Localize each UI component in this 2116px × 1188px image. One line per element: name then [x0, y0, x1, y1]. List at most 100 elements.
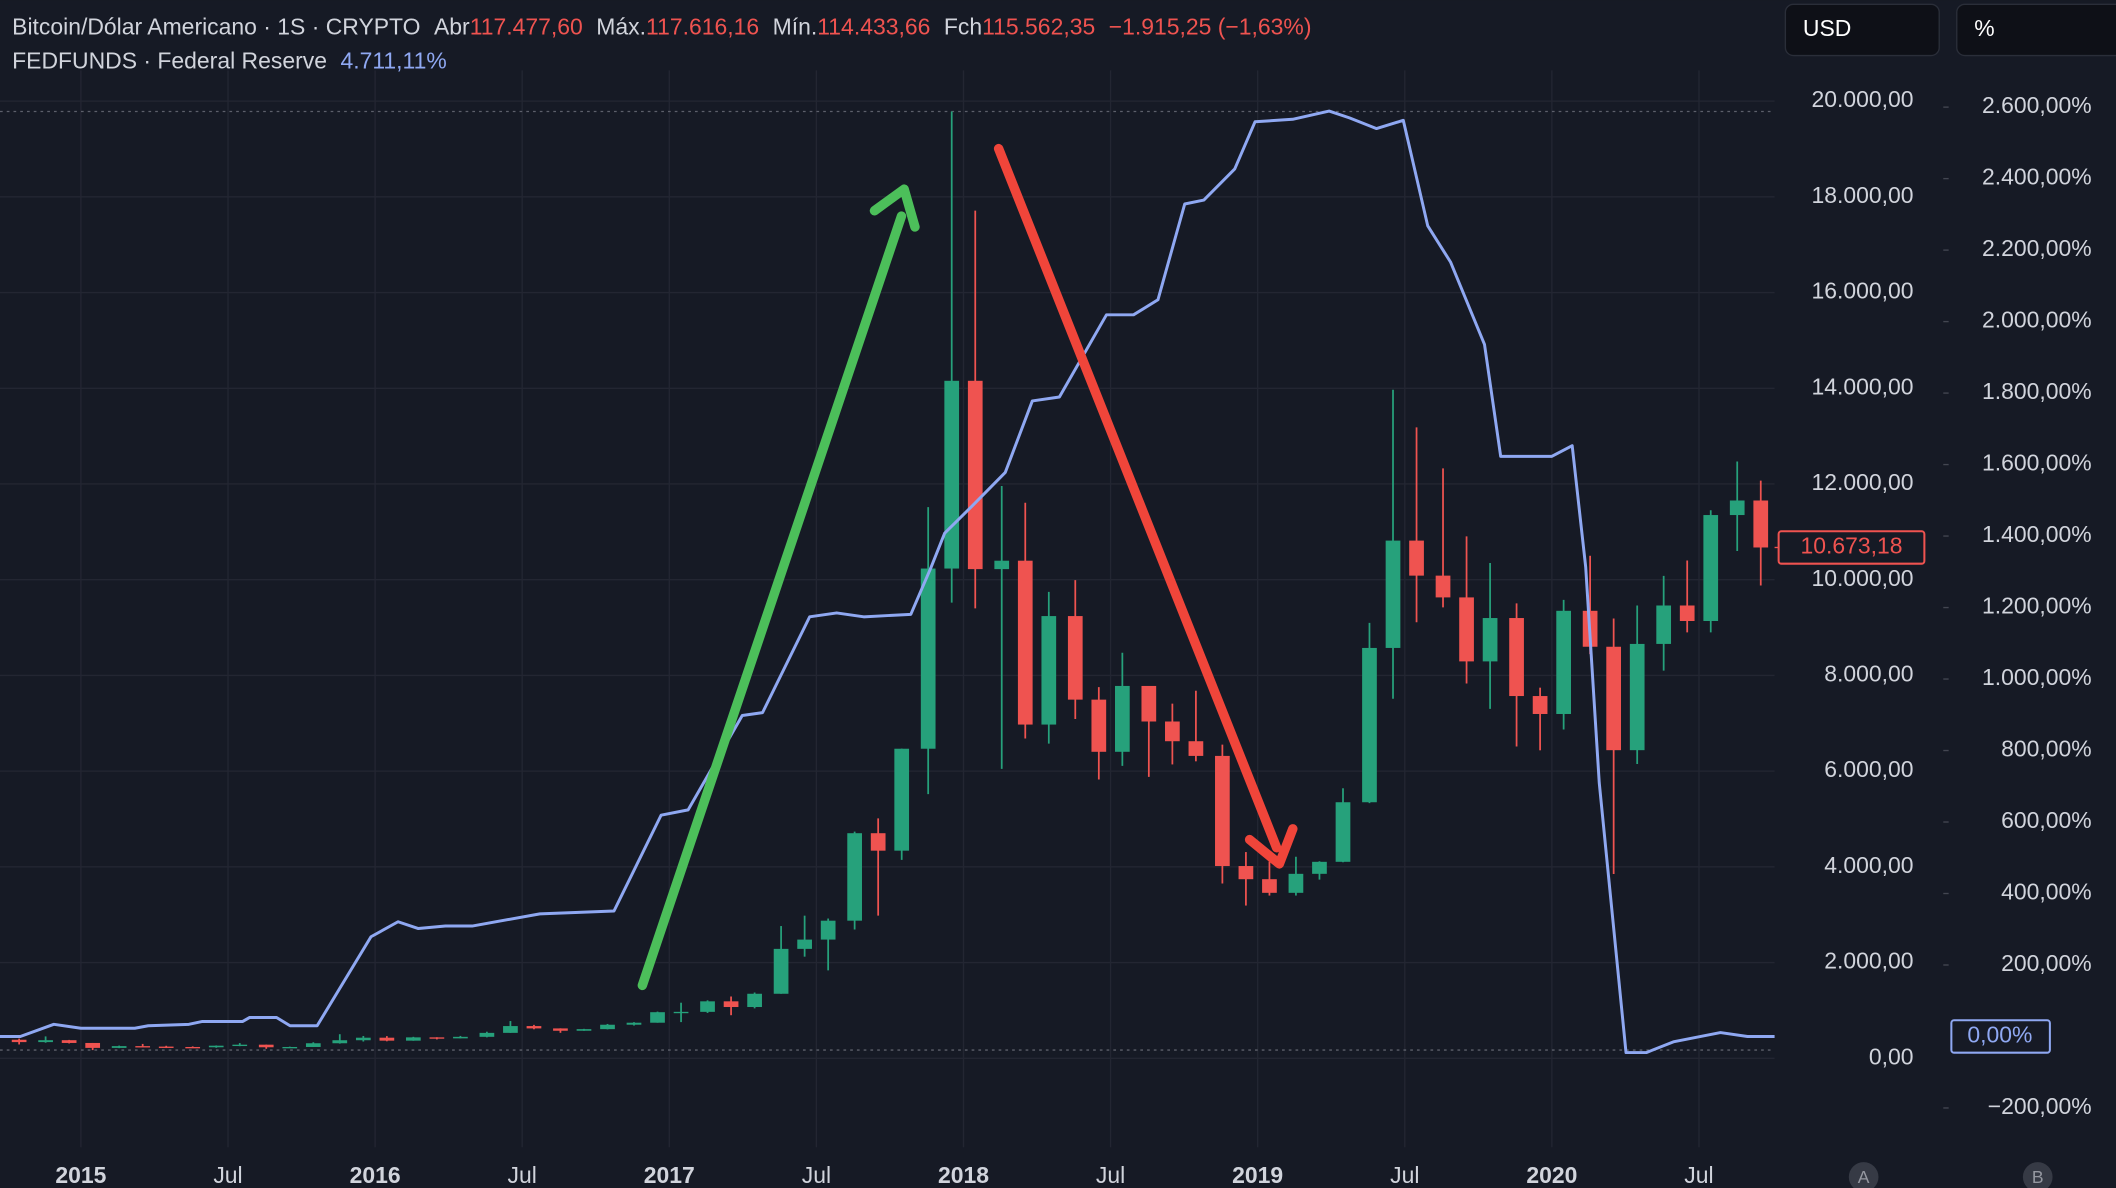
y-tick-label: 6.000,00 — [1824, 756, 1913, 782]
candle-body — [820, 920, 836, 940]
stat-label: Fch — [944, 14, 982, 40]
candle-body — [453, 1036, 468, 1039]
x-tick-label: 2018 — [938, 1162, 989, 1188]
y2-tick-label: 1.200,00% — [1982, 593, 2092, 619]
candle-body — [967, 380, 983, 570]
unit-button[interactable]: USD — [1784, 3, 1940, 57]
last-value-box — [1950, 1019, 2051, 1054]
y-tick-label: 14.000,00 — [1812, 373, 1914, 399]
stat-value: 114.433,66 — [817, 14, 930, 40]
y2-tick-label: 1.000,00% — [1982, 664, 2092, 690]
x-tick-label: 2015 — [55, 1162, 106, 1188]
series-name: Bitcoin/Dólar Americano · 1S · CRYPTO — [12, 14, 420, 40]
y2-tick-label: 1.600,00% — [1982, 450, 2092, 476]
unit-label: % — [1974, 15, 1994, 41]
x-tick-label: Jul — [508, 1162, 537, 1188]
candle-body — [1215, 755, 1230, 867]
candle-body — [1753, 500, 1769, 548]
candle-body — [1362, 647, 1377, 803]
candle-body — [1606, 646, 1622, 751]
corner-button[interactable]: A — [1848, 1162, 1879, 1188]
candle-body — [920, 568, 936, 749]
x-tick-label: 2016 — [350, 1162, 401, 1188]
candle-body — [332, 1040, 348, 1044]
stat-value: 117.477,60 — [470, 14, 583, 40]
candle-body — [1335, 802, 1351, 862]
candle-body — [1532, 696, 1548, 714]
candle-body — [503, 1026, 518, 1033]
candle-body — [1165, 721, 1180, 742]
candle-body — [1703, 515, 1719, 621]
candle-body — [723, 1001, 739, 1008]
stat-label: Mín. — [773, 14, 818, 40]
x-tick-label: Jul — [1390, 1162, 1419, 1188]
unit-button[interactable]: % — [1956, 3, 2116, 57]
candle-body — [944, 380, 960, 569]
candle-body — [526, 1026, 542, 1029]
stat-label: Máx. — [596, 14, 646, 40]
y2-tick-label: 600,00% — [2001, 807, 2092, 833]
candle-body — [870, 833, 886, 851]
candle-body — [1629, 643, 1645, 751]
candle-body — [135, 1046, 151, 1048]
y2-tick-label: 1.800,00% — [1982, 378, 2092, 404]
candle-body — [1409, 540, 1424, 576]
candle-body — [747, 993, 762, 1008]
series-name: FEDFUNDS · Federal Reserve — [12, 47, 327, 73]
stat-change: −1.915,25 (−1,63%) — [1109, 14, 1312, 40]
candle-body — [673, 1011, 689, 1014]
plot — [0, 109, 1775, 1055]
x-tick-label: Jul — [1096, 1162, 1125, 1188]
candle-body — [994, 560, 1010, 570]
axes: 2015 Jul 2016 Jul 2017 Jul 2018 Jul 2019 Jul 2020 J… — [55, 86, 2091, 1188]
y2-tick-label: 400,00% — [2001, 879, 2092, 905]
last-price-box — [1777, 530, 1926, 565]
green-arrow — [637, 184, 920, 991]
candle-body — [232, 1044, 248, 1047]
candle-body — [1238, 866, 1254, 880]
x-tick-label: Jul — [802, 1162, 831, 1188]
candle-body — [1188, 741, 1204, 756]
candle-body — [1556, 610, 1571, 714]
corner-label: B — [2032, 1167, 2044, 1187]
candle-body — [185, 1046, 201, 1049]
candle-body — [282, 1046, 298, 1049]
y-tick-label: 16.000,00 — [1812, 278, 1914, 304]
candle-body — [111, 1046, 127, 1048]
candle-body — [305, 1043, 321, 1047]
stat-value: 4.711,11% — [340, 47, 446, 73]
candle-body — [1312, 861, 1327, 874]
candle-body — [11, 1039, 27, 1043]
stat-value: 117.616,16 — [646, 14, 759, 40]
last-value-label: 0,00% — [1967, 1022, 2032, 1048]
candle-body — [1114, 685, 1130, 752]
y2-tick-label: 1.400,00% — [1982, 521, 2092, 547]
y2-tick-label: −200,00% — [1988, 1093, 2092, 1119]
candle-body — [650, 1012, 665, 1023]
corner-button[interactable]: B — [2022, 1162, 2053, 1188]
y2-tick-label: 200,00% — [2001, 950, 2092, 976]
stat-label: Abr — [434, 14, 470, 40]
candle-body — [1288, 873, 1304, 893]
candle-body — [479, 1032, 495, 1037]
candle-body — [1482, 618, 1498, 662]
candle-body — [429, 1037, 445, 1039]
y2-tick-label: 2.000,00% — [1982, 307, 2092, 333]
candle-body — [38, 1040, 53, 1043]
candle-body — [61, 1040, 77, 1043]
candle-body — [773, 948, 789, 994]
grid — [0, 70, 1775, 1148]
candle-body — [379, 1037, 395, 1041]
candle-body — [1459, 597, 1474, 662]
x-tick-label: 2019 — [1232, 1162, 1283, 1188]
y-tick-label: 20.000,00 — [1812, 86, 1914, 112]
candle-body — [797, 939, 812, 949]
candle-body — [1679, 605, 1695, 621]
candle-body — [1067, 616, 1083, 700]
candle-body — [1262, 879, 1277, 893]
candle-body — [600, 1024, 615, 1030]
candle-body — [700, 1001, 715, 1012]
y2-tick-label: 800,00% — [2001, 736, 2092, 762]
x-tick-label: Jul — [1684, 1162, 1713, 1188]
